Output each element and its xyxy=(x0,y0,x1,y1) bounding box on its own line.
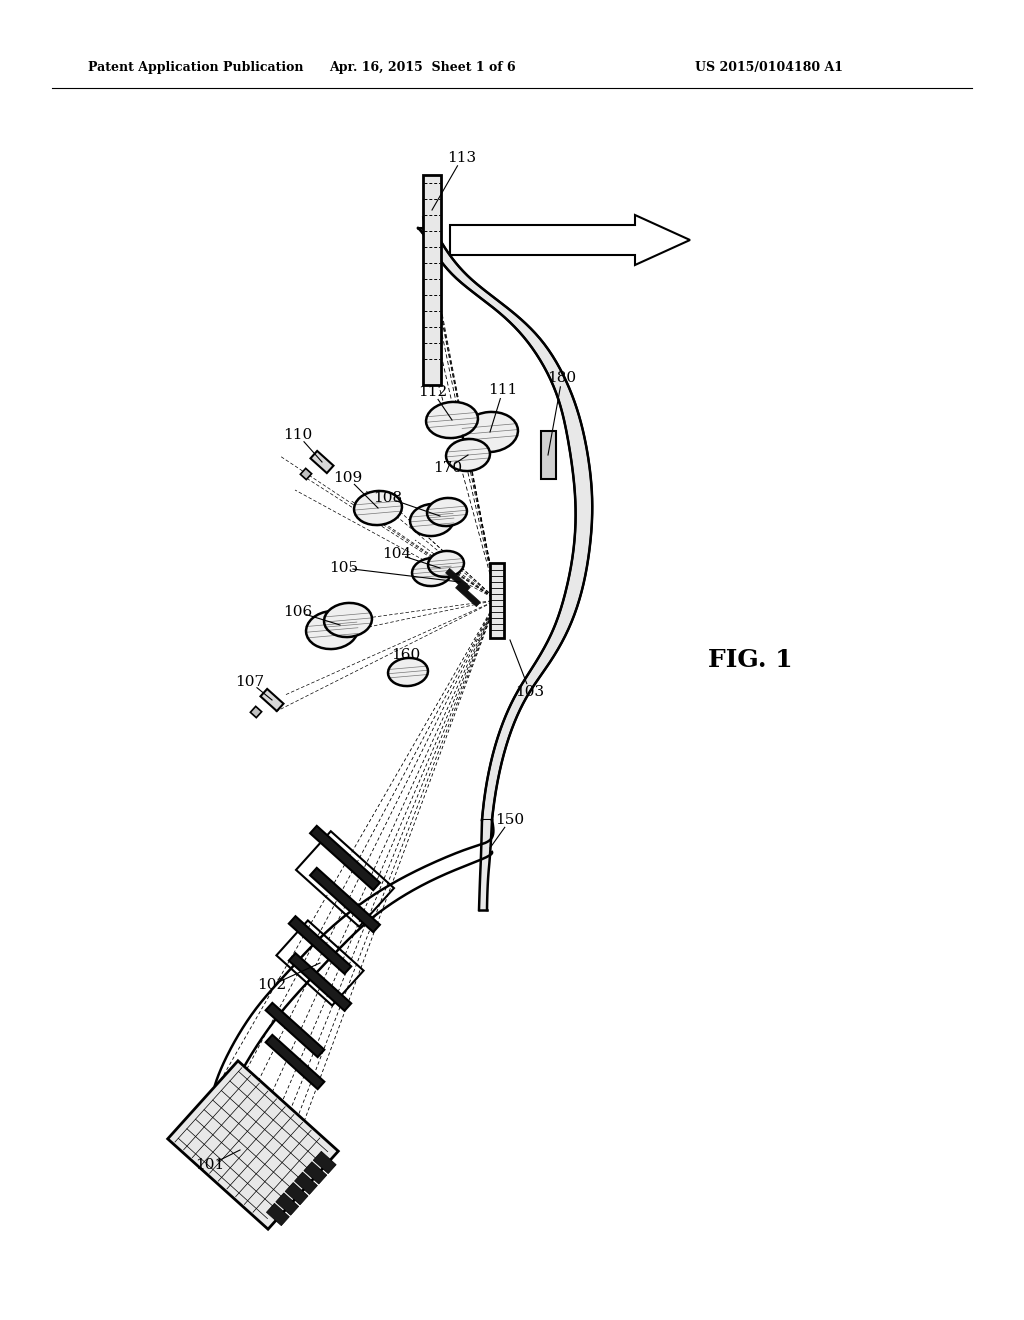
Polygon shape xyxy=(310,867,380,932)
Text: 150: 150 xyxy=(496,813,524,828)
Polygon shape xyxy=(300,469,311,479)
Polygon shape xyxy=(423,176,441,385)
Text: 111: 111 xyxy=(488,383,517,397)
Ellipse shape xyxy=(410,504,454,536)
Polygon shape xyxy=(275,1193,299,1216)
Polygon shape xyxy=(289,953,351,1011)
Text: 110: 110 xyxy=(284,428,312,442)
Ellipse shape xyxy=(426,401,478,438)
Polygon shape xyxy=(168,1061,338,1229)
Polygon shape xyxy=(479,820,492,909)
Text: 106: 106 xyxy=(284,605,312,619)
Polygon shape xyxy=(295,1172,317,1195)
Ellipse shape xyxy=(306,611,358,649)
Text: 170: 170 xyxy=(433,461,463,475)
Polygon shape xyxy=(304,1162,327,1184)
Text: 104: 104 xyxy=(382,546,412,561)
Text: 112: 112 xyxy=(419,385,447,399)
Polygon shape xyxy=(265,1035,325,1089)
Text: 107: 107 xyxy=(236,675,264,689)
Polygon shape xyxy=(289,916,351,974)
Text: 102: 102 xyxy=(257,978,287,993)
Ellipse shape xyxy=(388,657,428,686)
Ellipse shape xyxy=(428,550,464,577)
Text: 113: 113 xyxy=(447,150,476,165)
Text: US 2015/0104180 A1: US 2015/0104180 A1 xyxy=(695,62,843,74)
Ellipse shape xyxy=(412,558,452,586)
Ellipse shape xyxy=(324,603,372,638)
Text: 103: 103 xyxy=(515,685,545,700)
Polygon shape xyxy=(456,583,480,607)
Polygon shape xyxy=(310,826,380,890)
Polygon shape xyxy=(285,1183,308,1205)
Ellipse shape xyxy=(427,498,467,527)
Text: FIG. 1: FIG. 1 xyxy=(708,648,793,672)
Text: 180: 180 xyxy=(548,371,577,385)
Polygon shape xyxy=(445,569,470,591)
Text: 101: 101 xyxy=(196,1158,224,1172)
Text: 160: 160 xyxy=(391,648,421,663)
Text: Patent Application Publication: Patent Application Publication xyxy=(88,62,303,74)
Polygon shape xyxy=(490,562,504,638)
Polygon shape xyxy=(265,1003,325,1057)
Polygon shape xyxy=(266,1204,290,1226)
Polygon shape xyxy=(541,432,555,479)
Polygon shape xyxy=(250,706,262,718)
Polygon shape xyxy=(260,689,284,711)
Text: 108: 108 xyxy=(374,491,402,506)
Text: Apr. 16, 2015  Sheet 1 of 6: Apr. 16, 2015 Sheet 1 of 6 xyxy=(329,62,515,74)
Ellipse shape xyxy=(462,412,518,451)
Polygon shape xyxy=(310,451,334,473)
Ellipse shape xyxy=(446,440,489,471)
Ellipse shape xyxy=(354,491,402,525)
Text: 109: 109 xyxy=(334,471,362,484)
Polygon shape xyxy=(450,215,690,265)
Polygon shape xyxy=(418,228,592,820)
Polygon shape xyxy=(313,1151,336,1173)
Text: 105: 105 xyxy=(330,561,358,576)
